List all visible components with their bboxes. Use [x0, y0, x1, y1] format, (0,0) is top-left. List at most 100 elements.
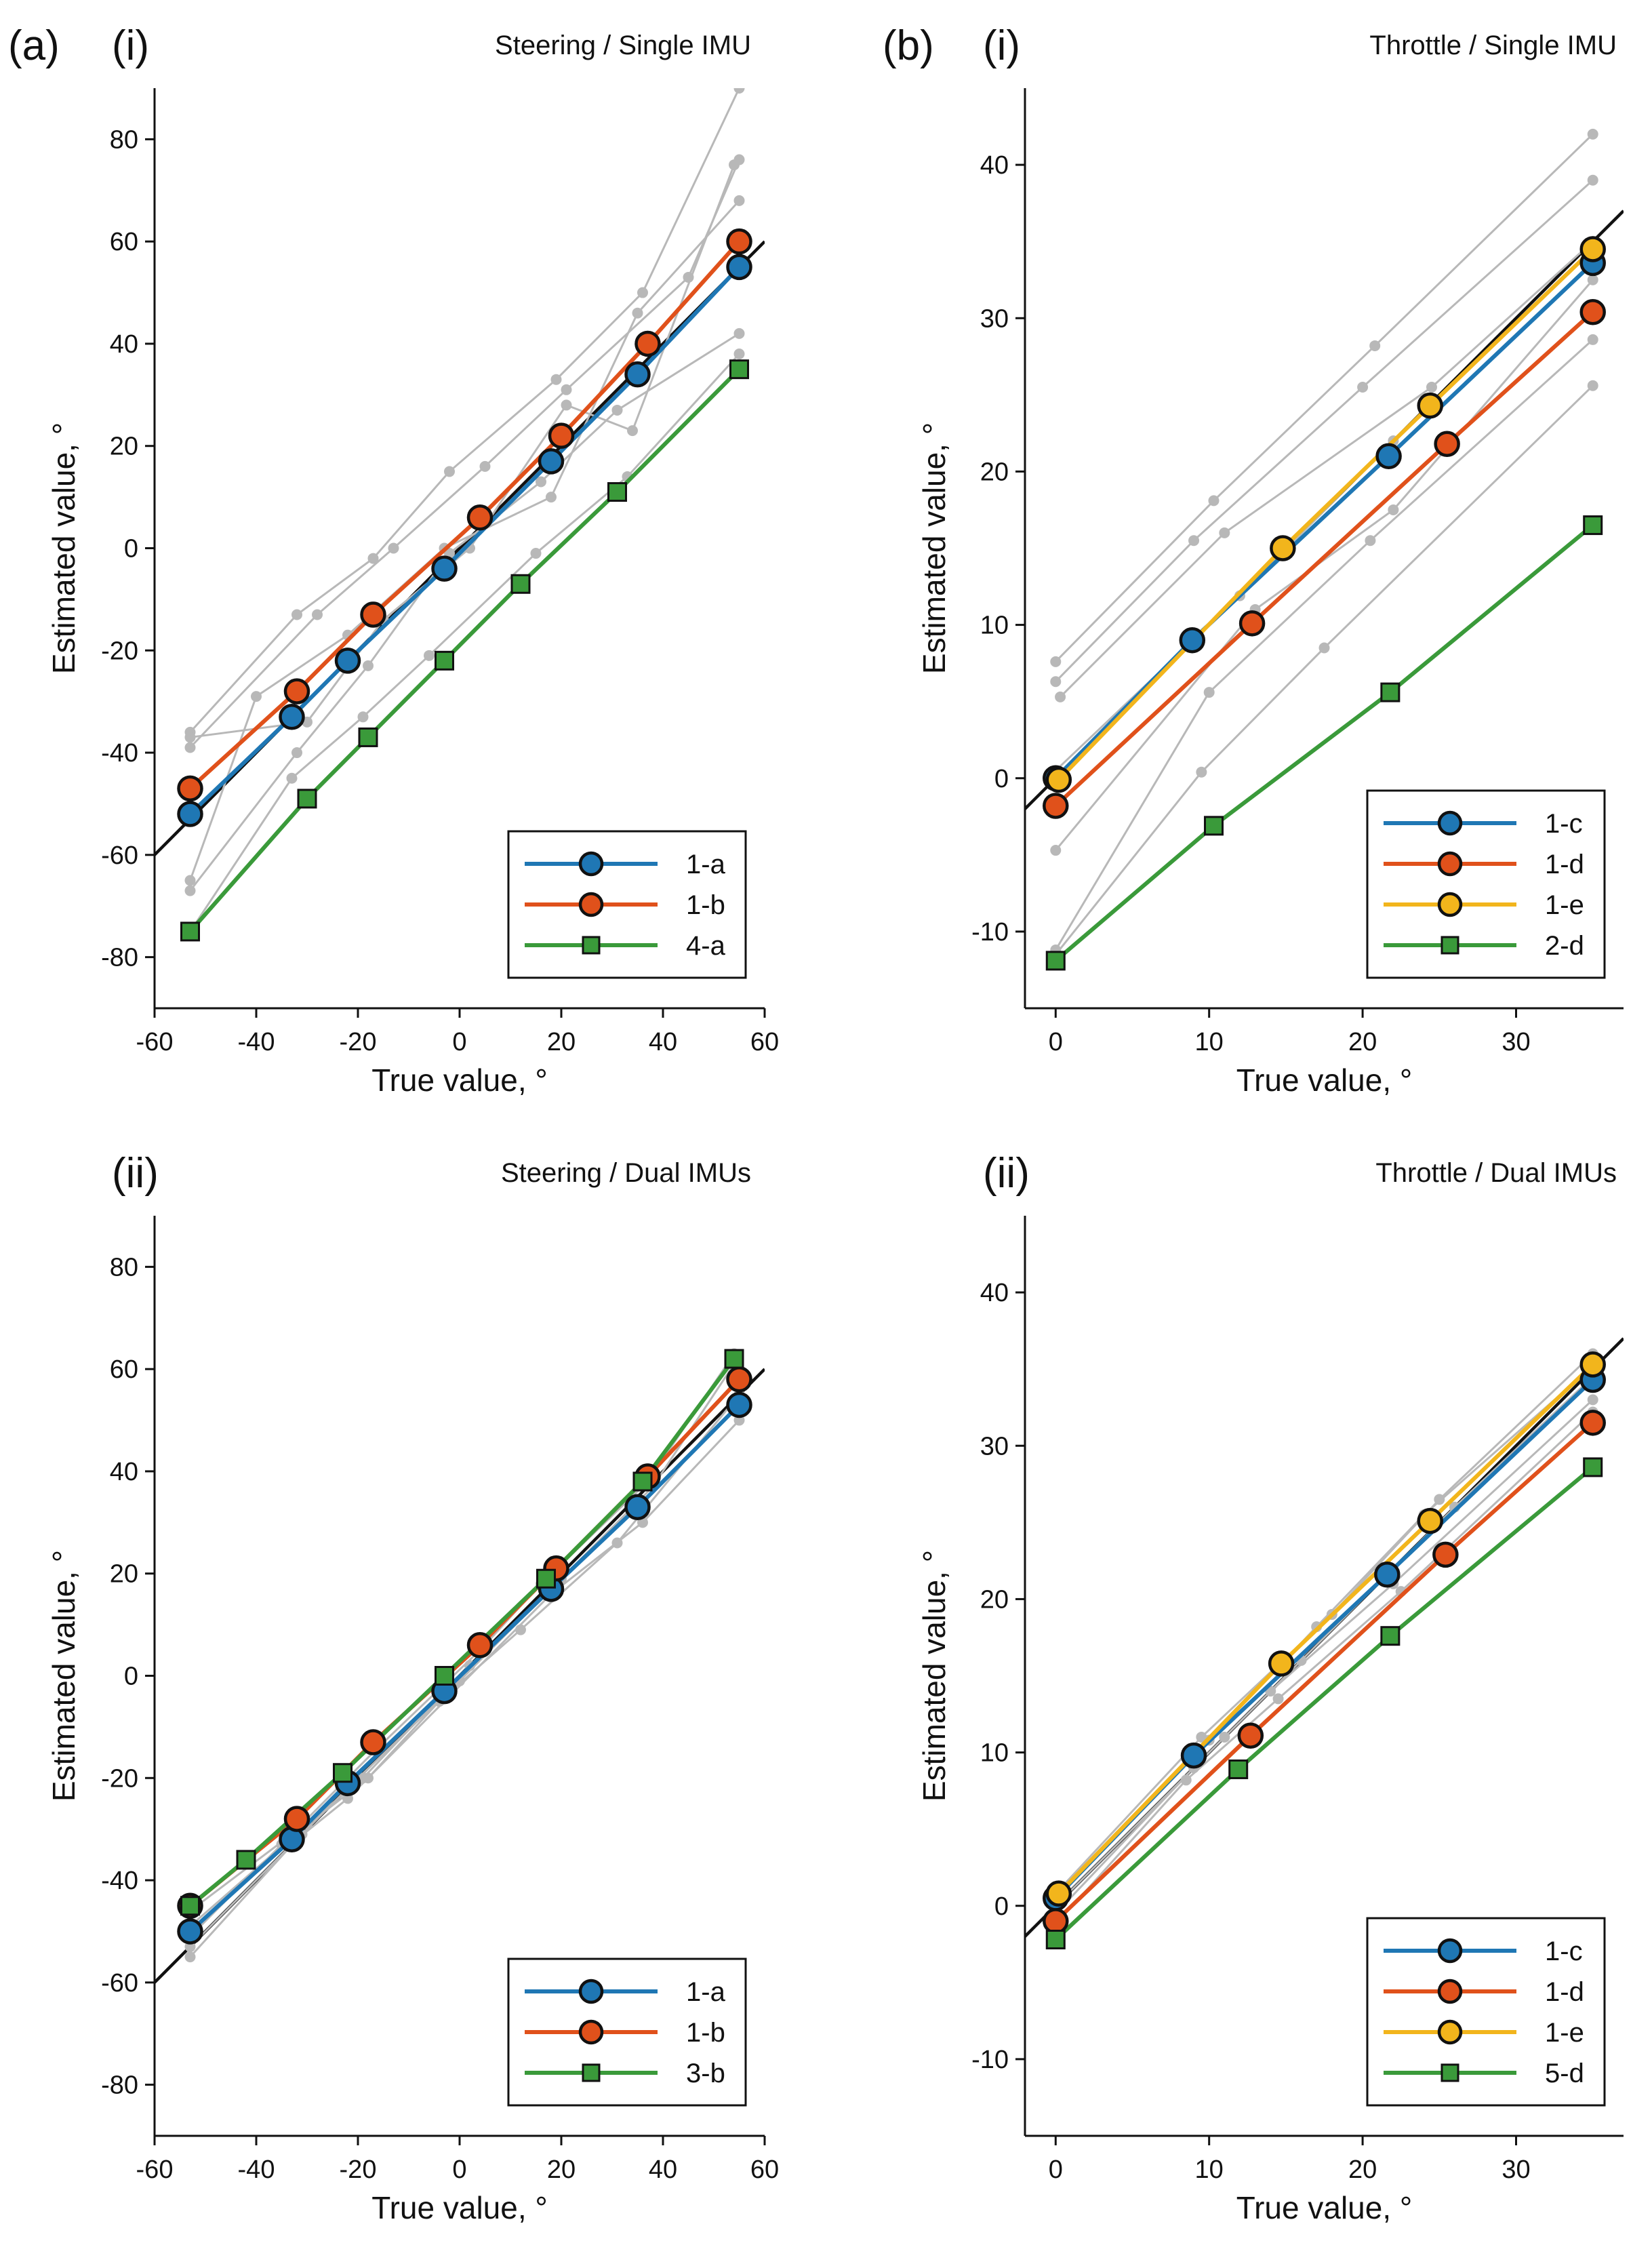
series-point-3-b — [180, 1896, 200, 1916]
series-point-5-d — [1583, 1457, 1603, 1477]
series-point-1-e — [1417, 1507, 1443, 1534]
panel-label: (ii) — [112, 1150, 159, 1197]
legend-label-1-d: 1-d — [1545, 1977, 1584, 2007]
legend-label-1-a: 1-a — [686, 1977, 726, 2007]
gray-series-point — [184, 885, 196, 896]
gray-series-point — [1050, 845, 1062, 856]
series-point-1-a — [624, 361, 651, 388]
y-tick-label: 40 — [110, 330, 138, 359]
gray-series-point — [1587, 334, 1598, 345]
gray-series-point — [530, 548, 542, 559]
y-tick-label: 0 — [124, 1663, 138, 1691]
x-tick-label: 10 — [1195, 1028, 1224, 1056]
series-point-1-b — [360, 1729, 386, 1755]
series-point-1-d — [1434, 431, 1460, 457]
gray-series-point — [561, 384, 572, 395]
y-axis-label: Estimated value, ° — [46, 1550, 81, 1802]
x-tick-label: -60 — [136, 2155, 174, 2184]
panel-a-ii: -60 -40 -20 0 20 40 60 -80 -60 -40 -20 0 20 40 60 80 Tru… — [46, 1150, 779, 2225]
x-tick-label: 20 — [547, 1028, 576, 1056]
panel-title: Steering / Single IMU — [495, 31, 751, 60]
x-tick-label: -40 — [238, 1028, 275, 1056]
legend: 1-a 1-b 4-a — [507, 830, 747, 979]
series-point-4-a — [297, 789, 317, 809]
panel-label: (ii) — [983, 1150, 1030, 1197]
series-point-4-a — [358, 727, 378, 747]
series-point-1-a — [177, 1918, 203, 1945]
y-tick-label: 0 — [994, 765, 1009, 793]
legend-label-1-c: 1-c — [1545, 809, 1583, 839]
gray-series-point — [637, 287, 648, 298]
y-axis-label: Estimated value, ° — [46, 422, 81, 674]
series-point-1-c — [1374, 1561, 1401, 1588]
x-tick-label: -20 — [340, 2155, 377, 2184]
gray-series-line — [190, 164, 736, 738]
gray-series-point — [627, 425, 638, 437]
legend-label-1-e: 1-e — [1545, 890, 1584, 920]
y-tick-label: 10 — [980, 1739, 1009, 1768]
y-tick-label: 20 — [980, 458, 1009, 486]
legend-marker-1-e — [1437, 892, 1463, 917]
series-point-1-e — [1417, 392, 1443, 419]
y-tick-label: 0 — [994, 1892, 1009, 1921]
panel-data — [155, 88, 765, 942]
legend-marker-1-a — [578, 1979, 604, 2004]
series-point-1-c — [1180, 1742, 1207, 1769]
gray-series-point — [363, 1772, 374, 1784]
panels: -60 -40 -20 0 20 40 60 -80 -60 -40 -20 0 20 40 60 80 Tru… — [46, 22, 1624, 2225]
y-tick-label: -60 — [101, 841, 138, 870]
legend-label-1-b: 1-b — [686, 890, 725, 920]
gray-series-point — [611, 404, 623, 416]
series-line-1-b — [188, 1378, 741, 1908]
gray-series-point — [291, 747, 302, 759]
gray-series-point — [184, 742, 196, 753]
series-point-1-a — [334, 648, 361, 674]
y-tick-label: -10 — [971, 918, 1009, 947]
panel-label: (i) — [983, 22, 1020, 69]
y-axis-label: Estimated value, ° — [916, 1550, 952, 1802]
gray-series-point — [1587, 1394, 1598, 1406]
panel-b-i: 0 10 20 30 -10 0 10 20 30 40 True value, ° Estimate… — [916, 22, 1624, 1098]
gray-series-point — [1587, 128, 1598, 140]
legend-label-2-d: 2-d — [1545, 931, 1584, 961]
legend-marker-1-c — [1437, 810, 1463, 836]
y-tick-label: -10 — [971, 2046, 1009, 2074]
y-tick-label: -40 — [101, 1867, 138, 1895]
legend-marker-2-d — [1441, 936, 1459, 955]
legend-marker-3-b — [582, 2063, 601, 2082]
series-point-1-e — [1045, 766, 1072, 793]
series-point-1-b — [177, 775, 203, 802]
gray-series-line — [189, 88, 740, 733]
legend-label-1-e: 1-e — [1545, 2018, 1584, 2048]
gray-series-point — [733, 88, 745, 94]
series-point-1-d — [1238, 610, 1266, 637]
legend-marker-1-c — [1437, 1938, 1463, 1964]
legend: 1-c 1-d 1-e 2-d — [1366, 789, 1606, 979]
gray-series-point — [388, 542, 399, 554]
legend-label-1-a: 1-a — [686, 850, 726, 879]
x-axis-label: True value, ° — [371, 1062, 548, 1098]
y-tick-label: 60 — [110, 228, 138, 256]
y-tick-label: -60 — [101, 1969, 138, 1998]
legend-marker-1-e — [1437, 2019, 1463, 2045]
gray-series-point — [1587, 174, 1598, 186]
panel-a-i: -60 -40 -20 0 20 40 60 -80 -60 -40 -20 0 20 40 60 80 Tru… — [46, 22, 779, 1098]
legend-label-1-c: 1-c — [1545, 1936, 1583, 1966]
series-point-3-b — [724, 1349, 744, 1369]
gray-series-point — [1055, 691, 1066, 702]
x-tick-label: -60 — [136, 1028, 174, 1056]
gray-series-point — [1203, 687, 1215, 698]
y-tick-label: 40 — [980, 1279, 1009, 1307]
legend-marker-1-d — [1437, 1979, 1463, 2004]
gray-series-point — [733, 349, 745, 360]
gray-series-point — [611, 1537, 623, 1549]
gray-series-point — [515, 1624, 526, 1635]
gray-series-point — [251, 691, 262, 702]
series-point-1-b — [283, 1806, 310, 1832]
gray-series-point — [1318, 642, 1330, 654]
x-tick-label: 40 — [649, 2155, 677, 2184]
y-tick-label: -20 — [101, 1764, 138, 1793]
series-point-1-a — [431, 555, 458, 582]
y-axis-label: Estimated value, ° — [916, 422, 952, 674]
series-point-4-a — [180, 921, 200, 942]
